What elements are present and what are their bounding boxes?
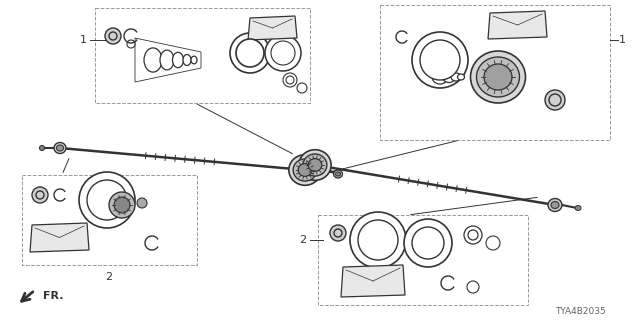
Circle shape	[32, 187, 48, 203]
Text: 2: 2	[106, 272, 113, 282]
Ellipse shape	[575, 205, 581, 211]
Polygon shape	[248, 16, 297, 40]
Ellipse shape	[144, 48, 162, 72]
Ellipse shape	[289, 155, 321, 185]
Ellipse shape	[308, 159, 322, 172]
Circle shape	[486, 236, 500, 250]
Ellipse shape	[458, 74, 465, 80]
Circle shape	[404, 219, 452, 267]
Circle shape	[420, 40, 460, 80]
Circle shape	[358, 220, 398, 260]
Polygon shape	[341, 265, 405, 297]
Ellipse shape	[183, 54, 191, 66]
Text: 1: 1	[79, 35, 86, 45]
Circle shape	[283, 73, 297, 87]
Polygon shape	[30, 223, 89, 252]
Circle shape	[334, 229, 342, 237]
Bar	[95, 8, 310, 103]
Ellipse shape	[54, 142, 66, 154]
Ellipse shape	[335, 172, 340, 176]
Ellipse shape	[56, 145, 63, 151]
Ellipse shape	[477, 57, 520, 97]
Circle shape	[412, 32, 468, 88]
Circle shape	[549, 94, 561, 106]
Circle shape	[79, 172, 135, 228]
Circle shape	[350, 212, 406, 268]
Circle shape	[467, 281, 479, 293]
Text: 2: 2	[300, 235, 307, 245]
Circle shape	[271, 41, 295, 65]
Text: 1: 1	[618, 35, 625, 45]
Ellipse shape	[551, 202, 559, 209]
Circle shape	[297, 83, 307, 93]
Circle shape	[236, 39, 264, 67]
Ellipse shape	[160, 50, 174, 70]
Circle shape	[464, 226, 482, 244]
Circle shape	[109, 192, 135, 218]
Ellipse shape	[333, 170, 342, 178]
Circle shape	[412, 227, 444, 259]
Ellipse shape	[173, 52, 184, 68]
Circle shape	[87, 180, 127, 220]
Circle shape	[468, 230, 478, 240]
Circle shape	[230, 33, 270, 73]
Ellipse shape	[470, 51, 525, 103]
Ellipse shape	[451, 73, 461, 81]
Text: TYA4B2035: TYA4B2035	[555, 308, 605, 316]
Circle shape	[265, 35, 301, 71]
Ellipse shape	[442, 71, 456, 83]
Ellipse shape	[432, 70, 448, 84]
Circle shape	[286, 76, 294, 84]
Bar	[380, 5, 610, 140]
Ellipse shape	[303, 154, 327, 176]
Circle shape	[137, 198, 147, 208]
Ellipse shape	[484, 64, 512, 90]
Ellipse shape	[548, 198, 562, 212]
Ellipse shape	[298, 164, 312, 176]
Ellipse shape	[299, 150, 331, 180]
Circle shape	[127, 40, 135, 48]
Circle shape	[105, 28, 121, 44]
Polygon shape	[488, 11, 547, 39]
Text: FR.: FR.	[43, 291, 63, 301]
Circle shape	[109, 32, 117, 40]
Circle shape	[36, 191, 44, 199]
Ellipse shape	[40, 146, 45, 150]
Ellipse shape	[293, 159, 317, 181]
Bar	[318, 215, 528, 305]
Bar	[22, 175, 197, 265]
Circle shape	[545, 90, 565, 110]
Circle shape	[330, 225, 346, 241]
Ellipse shape	[191, 56, 197, 64]
Circle shape	[114, 197, 130, 213]
